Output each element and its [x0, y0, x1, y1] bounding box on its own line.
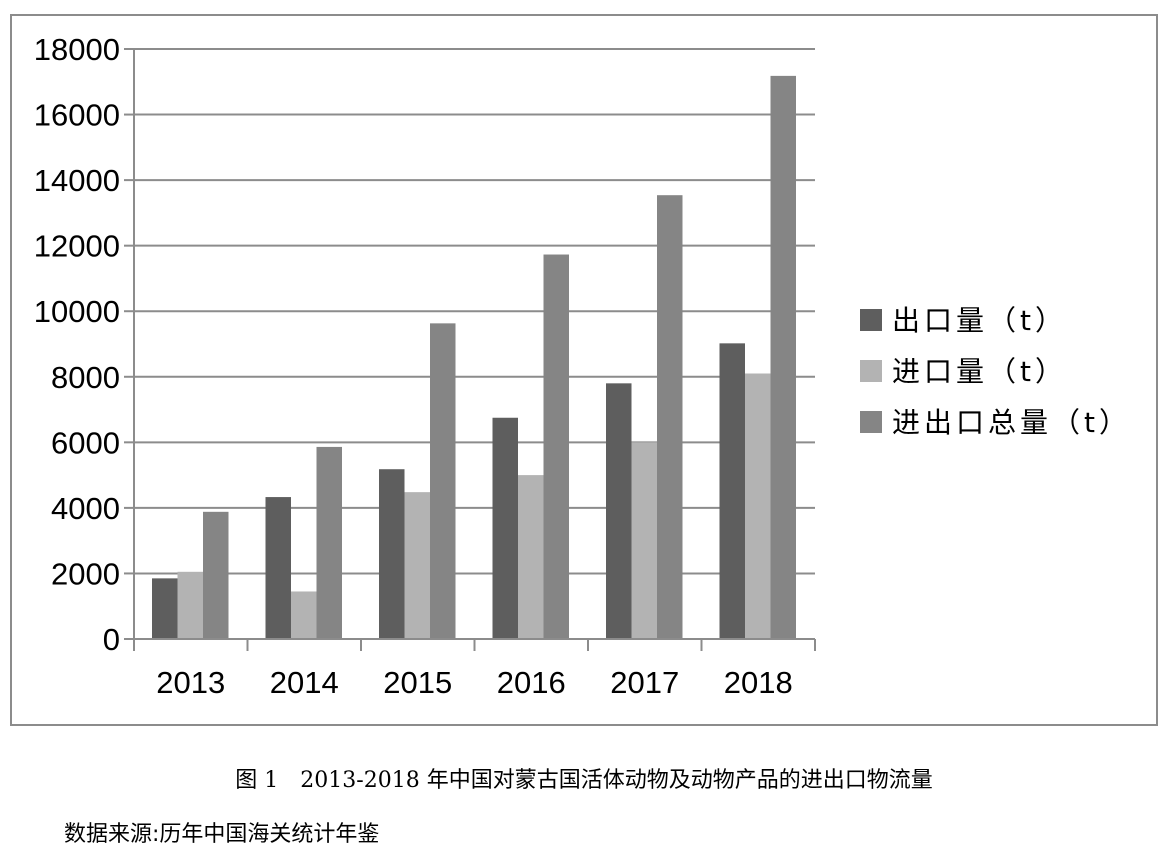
bar-import-2015	[404, 492, 430, 639]
bar-import-2017	[631, 442, 657, 639]
legend-label-export: 出口量（t）	[892, 304, 1067, 337]
legend: 出口量（t） 进口量（t） 进出口总量（t）	[860, 304, 1131, 439]
y-tick-label: 6000	[51, 425, 120, 460]
bar-total-2018	[770, 75, 796, 639]
y-tick-label: 14000	[34, 163, 120, 198]
bar-export-2015	[379, 469, 405, 639]
legend-label-total: 进出口总量（t）	[892, 406, 1131, 439]
chart-frame	[10, 14, 1158, 726]
bar-total-2017	[657, 195, 683, 639]
x-tick-label-2013: 2013	[156, 665, 225, 700]
y-tick-label: 18000	[34, 32, 120, 67]
y-tick-labels: 0 2000 4000 6000 8000 10000 12000 14000 16000 180…	[34, 32, 120, 657]
legend-swatch-export	[860, 309, 882, 331]
y-tick-label: 0	[103, 622, 120, 657]
x-tick-labels: 2013 2014 2015 2016 2017 2018	[156, 665, 792, 700]
x-tick-label-2014: 2014	[270, 665, 339, 700]
figure-caption: 图 1 2013-2018 年中国对蒙古国活体动物及动物产品的进出口物流量	[235, 768, 933, 793]
legend-swatch-total	[860, 411, 882, 433]
legend-label-import: 进口量（t）	[892, 355, 1067, 388]
bar-total-2015	[430, 323, 456, 639]
bar-export-2018	[719, 343, 745, 639]
x-tick-label-2017: 2017	[610, 665, 679, 700]
y-tick-label: 16000	[34, 98, 120, 133]
bar-import-2018	[745, 373, 771, 639]
bars	[152, 75, 796, 639]
bar-total-2014	[316, 446, 342, 639]
y-tick-label: 12000	[34, 229, 120, 264]
bar-export-2013	[152, 578, 178, 639]
y-tick-label: 10000	[34, 294, 120, 329]
y-tick-label: 4000	[51, 491, 120, 526]
bar-export-2014	[265, 497, 291, 639]
bar-export-2016	[492, 417, 518, 639]
x-tick-label-2015: 2015	[383, 665, 452, 700]
x-tick-label-2018: 2018	[724, 665, 793, 700]
bar-import-2016	[518, 475, 544, 639]
bar-total-2016	[543, 254, 569, 639]
legend-swatch-import	[860, 360, 882, 382]
x-tick-label-2016: 2016	[497, 665, 566, 700]
y-tick-label: 2000	[51, 556, 120, 591]
bar-import-2014	[291, 591, 317, 639]
y-tick-label: 8000	[51, 360, 120, 395]
axes	[133, 49, 816, 651]
bar-chart: 0 2000 4000 6000 8000 10000 12000 14000 16000 180…	[34, 32, 1131, 700]
grid-lines	[124, 48, 815, 640]
data-source-note: 数据来源:历年中国海关统计年鉴	[64, 822, 380, 847]
bar-total-2013	[203, 511, 229, 639]
bar-export-2017	[606, 383, 632, 639]
bar-import-2013	[177, 571, 203, 639]
